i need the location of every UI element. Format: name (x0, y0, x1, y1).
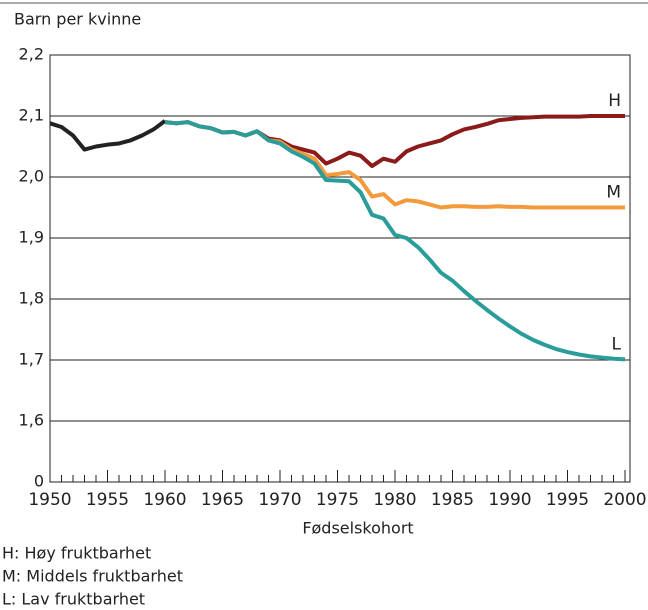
series-line (164, 120, 625, 210)
y-tick-label: 0 (34, 472, 44, 491)
x-tick-label: 1960 (143, 490, 186, 510)
x-tick-label: 2000 (603, 490, 646, 510)
series-line (164, 114, 625, 169)
x-tick-label: 1970 (258, 490, 301, 510)
y-tick-label: 1,7 (19, 350, 44, 369)
footnote: M: Middels fruktbarhet (2, 567, 183, 586)
x-tick-label: 1950 (28, 490, 71, 510)
x-tick-label: 1985 (431, 490, 474, 510)
x-axis-label: Fødselskohort (302, 519, 413, 538)
x-tick-label: 1965 (201, 490, 244, 510)
y-axis-label: Barn per kvinne (14, 10, 141, 29)
x-tick-label: 1975 (316, 490, 359, 510)
y-tick-label: 2,2 (19, 45, 44, 64)
footnote: L: Lav fruktbarhet (2, 590, 145, 609)
y-tick-label: 1,8 (19, 289, 44, 308)
footnote: H: Høy fruktbarhet (2, 544, 151, 563)
y-tick-label: 2,1 (19, 106, 44, 125)
series-label: H (608, 91, 621, 111)
series-label: M (606, 183, 621, 203)
x-tick-label: 1955 (86, 490, 129, 510)
series-line (164, 120, 626, 362)
y-tick-label: 1,9 (19, 228, 44, 247)
series-line (49, 119, 167, 152)
x-tick-label: 1980 (373, 490, 416, 510)
y-tick-label: 1,6 (19, 411, 44, 430)
series-label: L (612, 334, 622, 354)
x-tick-label: 1990 (488, 490, 531, 510)
plot-frame (49, 54, 631, 483)
x-tick-label: 1995 (546, 490, 589, 510)
y-tick-label: 2,0 (19, 167, 44, 186)
